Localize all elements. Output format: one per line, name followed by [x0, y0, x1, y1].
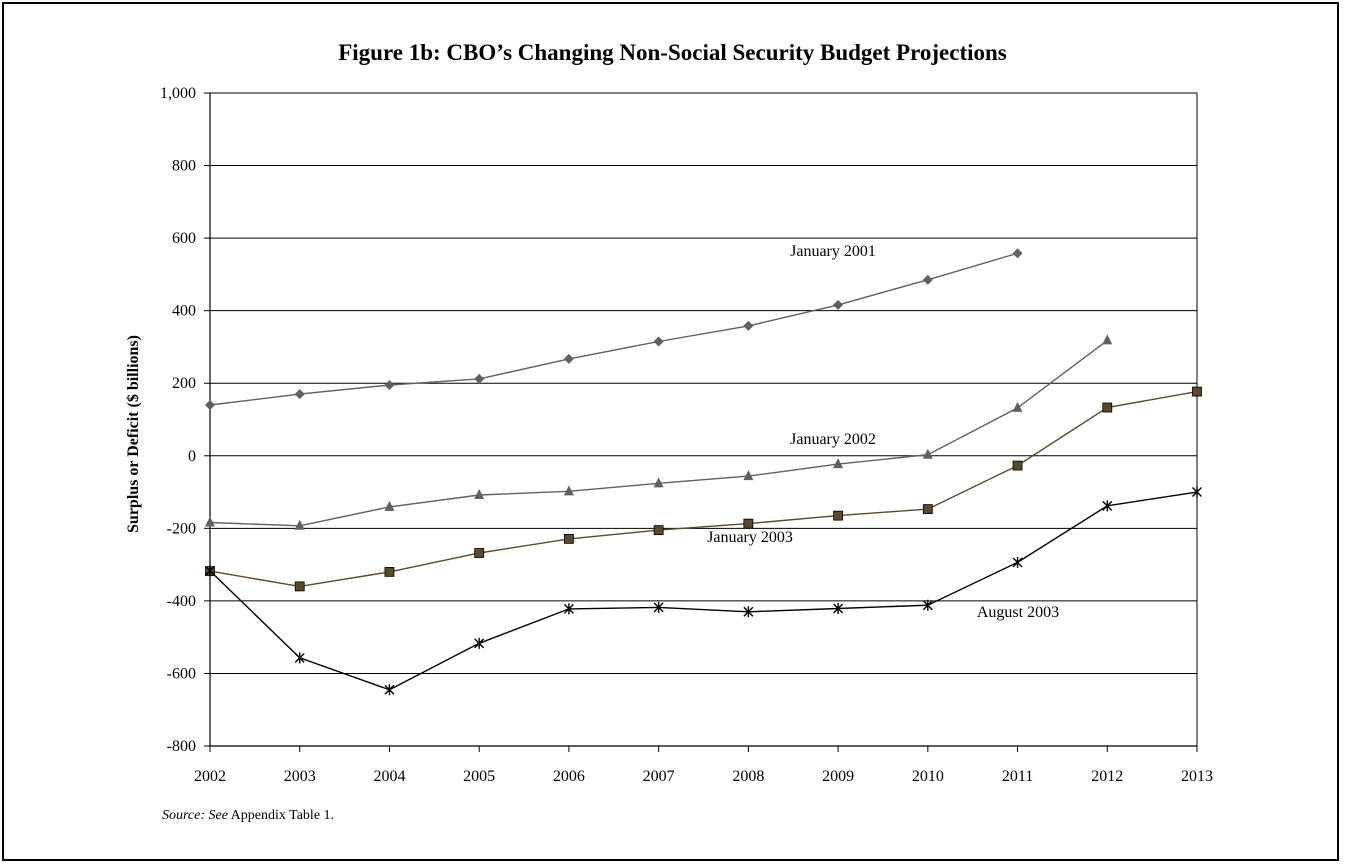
x-tick-label: 2008 [732, 768, 764, 785]
data-point [833, 299, 844, 310]
data-point [205, 399, 215, 410]
data-point [1102, 500, 1113, 512]
source-prefix: Source: See [162, 808, 228, 823]
data-point [922, 274, 933, 285]
data-point [205, 565, 215, 577]
x-tick-label: 2013 [1181, 768, 1213, 785]
source-note: Source: See Appendix Table 1. [162, 808, 334, 824]
data-point [1012, 248, 1023, 259]
data-point [474, 373, 485, 384]
data-point [1102, 334, 1113, 345]
data-point [564, 533, 574, 544]
data-point [743, 470, 754, 481]
chart-title: Figure 1b: CBO’s Changing Non-Social Sec… [338, 40, 1007, 65]
data-point [294, 652, 305, 664]
x-tick-label: 2004 [373, 768, 405, 785]
data-point [294, 389, 305, 400]
series-label: January 2001 [790, 243, 876, 260]
x-tick-label: 2007 [643, 768, 675, 785]
data-point [384, 380, 395, 391]
x-tick-label: 2006 [553, 768, 585, 785]
series-label: January 2003 [707, 529, 793, 546]
y-tick-label: -200 [167, 520, 196, 537]
y-tick-label: 0 [188, 448, 196, 465]
x-tick-label: 2011 [1002, 768, 1033, 785]
data-point [653, 477, 664, 488]
data-point [1012, 401, 1023, 412]
x-tick-label: 2012 [1091, 768, 1123, 785]
data-point [922, 504, 933, 515]
data-point [294, 581, 305, 592]
data-point [1192, 486, 1202, 498]
data-point [833, 458, 844, 469]
series-line [209, 339, 1108, 527]
data-point [653, 525, 664, 536]
data-point [922, 599, 933, 611]
x-tick-label: 2002 [194, 768, 226, 785]
data-point [653, 336, 664, 347]
x-tick-label: 2003 [284, 768, 316, 785]
series-label: August 2003 [977, 604, 1059, 621]
data-point [563, 603, 574, 615]
data-point [384, 500, 395, 511]
data-point [474, 488, 485, 499]
data-point [1102, 402, 1113, 413]
data-point [1012, 460, 1023, 471]
data-point [384, 566, 395, 577]
data-point [1192, 386, 1202, 397]
data-point [653, 601, 664, 613]
y-tick-label: 600 [172, 230, 196, 247]
data-point [384, 684, 395, 696]
x-tick-label: 2010 [912, 768, 944, 785]
y-axis-label: Surplus or Deficit ($ billions) [125, 335, 142, 533]
source-text: Appendix Table 1. [227, 808, 335, 823]
series-line [209, 252, 1018, 406]
data-point [743, 518, 754, 529]
data-point [833, 603, 844, 615]
data-point [743, 606, 754, 618]
data-point [205, 516, 215, 527]
y-tick-label: 1,000 [160, 85, 196, 102]
x-tick-label: 2005 [463, 768, 495, 785]
y-tick-label: 400 [172, 303, 196, 320]
y-tick-label: -400 [167, 593, 196, 610]
data-point [743, 320, 754, 331]
data-point [922, 448, 933, 459]
x-tick-label: 2009 [822, 768, 854, 785]
series-line [209, 390, 1198, 588]
y-tick-label: -800 [167, 738, 196, 755]
series-line [209, 491, 1198, 691]
data-point [1012, 556, 1023, 568]
data-point [474, 637, 485, 649]
series-label: January 2002 [790, 431, 876, 448]
data-point [833, 510, 843, 521]
y-tick-label: -600 [167, 665, 196, 682]
data-point [563, 353, 574, 364]
data-point [294, 519, 305, 530]
y-tick-label: 800 [172, 158, 196, 175]
data-point [563, 485, 574, 496]
y-tick-label: 200 [172, 375, 196, 392]
data-point [474, 548, 485, 558]
